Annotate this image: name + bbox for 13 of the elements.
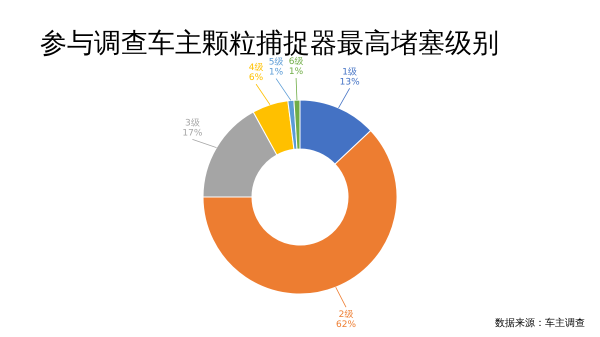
data-label: 62%	[336, 320, 356, 330]
slice-label: 5级	[268, 56, 284, 68]
slice-label: 3级	[185, 117, 200, 128]
source-note: 数据来源：车主调查	[495, 317, 585, 329]
data-label: 1%	[268, 68, 284, 78]
data-label: 6%	[248, 73, 264, 84]
data-label: 17%	[182, 128, 203, 138]
slice-label: 1级	[342, 66, 358, 78]
data-label: 13%	[340, 77, 360, 88]
slice-label: 4级	[248, 62, 264, 74]
slice-label: 6级	[288, 56, 304, 68]
data-label: 1%	[288, 67, 304, 78]
slice-label: 2级	[338, 309, 354, 320]
